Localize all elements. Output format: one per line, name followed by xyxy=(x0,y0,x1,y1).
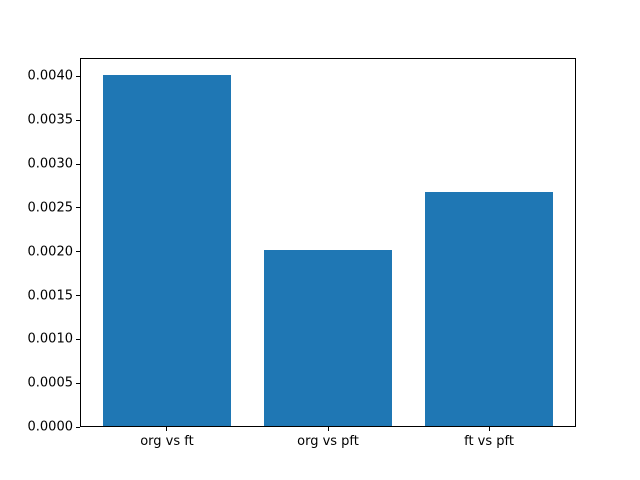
y-tick-label: 0.0035 xyxy=(27,112,74,128)
y-tick-label: 0.0030 xyxy=(27,156,74,172)
y-axis-tick xyxy=(76,295,80,297)
y-tick-label: 0.0025 xyxy=(27,200,74,216)
plot-area xyxy=(80,58,576,427)
y-tick-label: 0.0005 xyxy=(27,375,74,391)
bar-org-vs-ft xyxy=(102,74,232,427)
x-tick-label: org vs pft xyxy=(297,434,359,449)
x-tick-label: org vs ft xyxy=(140,434,194,449)
x-axis-tick xyxy=(488,427,490,431)
y-tick-label: 0.0040 xyxy=(27,68,74,84)
y-tick-label: 0.0010 xyxy=(27,331,74,347)
y-axis-tick xyxy=(76,251,80,253)
bar-org-vs-pft xyxy=(263,249,393,427)
bar-ft-vs-pft xyxy=(424,192,554,427)
y-tick-label: 0.0020 xyxy=(27,244,74,260)
y-axis-tick xyxy=(76,426,80,428)
x-tick-label: ft vs pft xyxy=(464,434,514,449)
y-axis-tick xyxy=(76,338,80,340)
x-axis-tick xyxy=(327,427,329,431)
y-tick-label: 0.0015 xyxy=(27,288,74,304)
y-axis-tick xyxy=(76,207,80,209)
y-axis-tick xyxy=(76,119,80,121)
y-tick-label: 0.0000 xyxy=(27,419,74,435)
x-axis-tick xyxy=(166,427,168,431)
y-axis-tick xyxy=(76,382,80,384)
y-axis-tick xyxy=(76,163,80,165)
y-axis-tick xyxy=(76,75,80,77)
